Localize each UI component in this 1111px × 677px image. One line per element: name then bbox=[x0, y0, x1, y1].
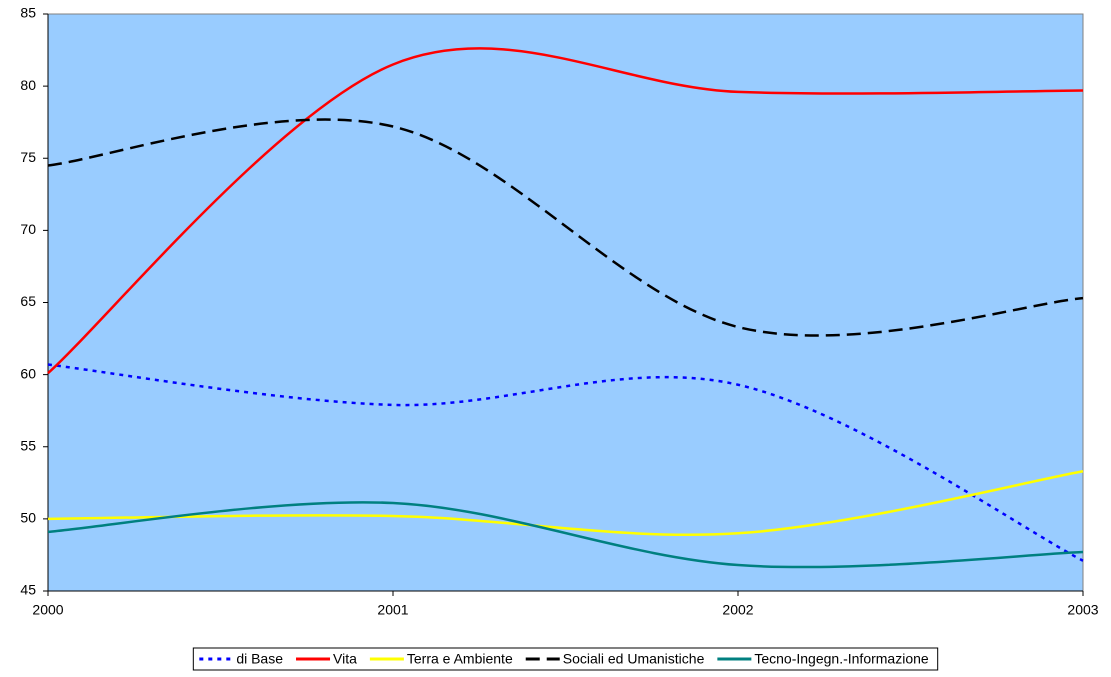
series-line bbox=[47, 470, 1084, 537]
x-tick-label: 2003 bbox=[1067, 602, 1098, 618]
legend-label: Sociali ed Umanistiche bbox=[563, 651, 705, 667]
y-tick-label: 70 bbox=[20, 221, 36, 237]
x-tick-label: 2000 bbox=[32, 602, 63, 618]
y-tick-label: 80 bbox=[20, 77, 36, 93]
legend-label: di Base bbox=[236, 651, 283, 667]
plot-area bbox=[47, 13, 1084, 592]
y-tick-label: 75 bbox=[20, 149, 36, 165]
y-tick-label: 65 bbox=[20, 293, 36, 309]
x-tick-label: 2001 bbox=[377, 602, 408, 618]
series-line bbox=[47, 363, 1084, 562]
y-tick-label: 85 bbox=[20, 5, 36, 21]
series-line bbox=[47, 118, 1084, 337]
x-tick-label: 2002 bbox=[722, 602, 753, 618]
series-line bbox=[47, 501, 1084, 569]
legend-label: Terra e Ambiente bbox=[407, 651, 513, 667]
legend-label: Vita bbox=[333, 651, 357, 667]
y-tick-label: 55 bbox=[20, 437, 36, 453]
legend-label: Tecno-Ingegn.-Informazione bbox=[754, 651, 929, 667]
series-line bbox=[47, 47, 1084, 375]
y-tick-label: 45 bbox=[20, 582, 36, 598]
legend bbox=[192, 647, 939, 671]
y-tick-label: 60 bbox=[20, 365, 36, 381]
y-tick-label: 50 bbox=[20, 510, 36, 526]
